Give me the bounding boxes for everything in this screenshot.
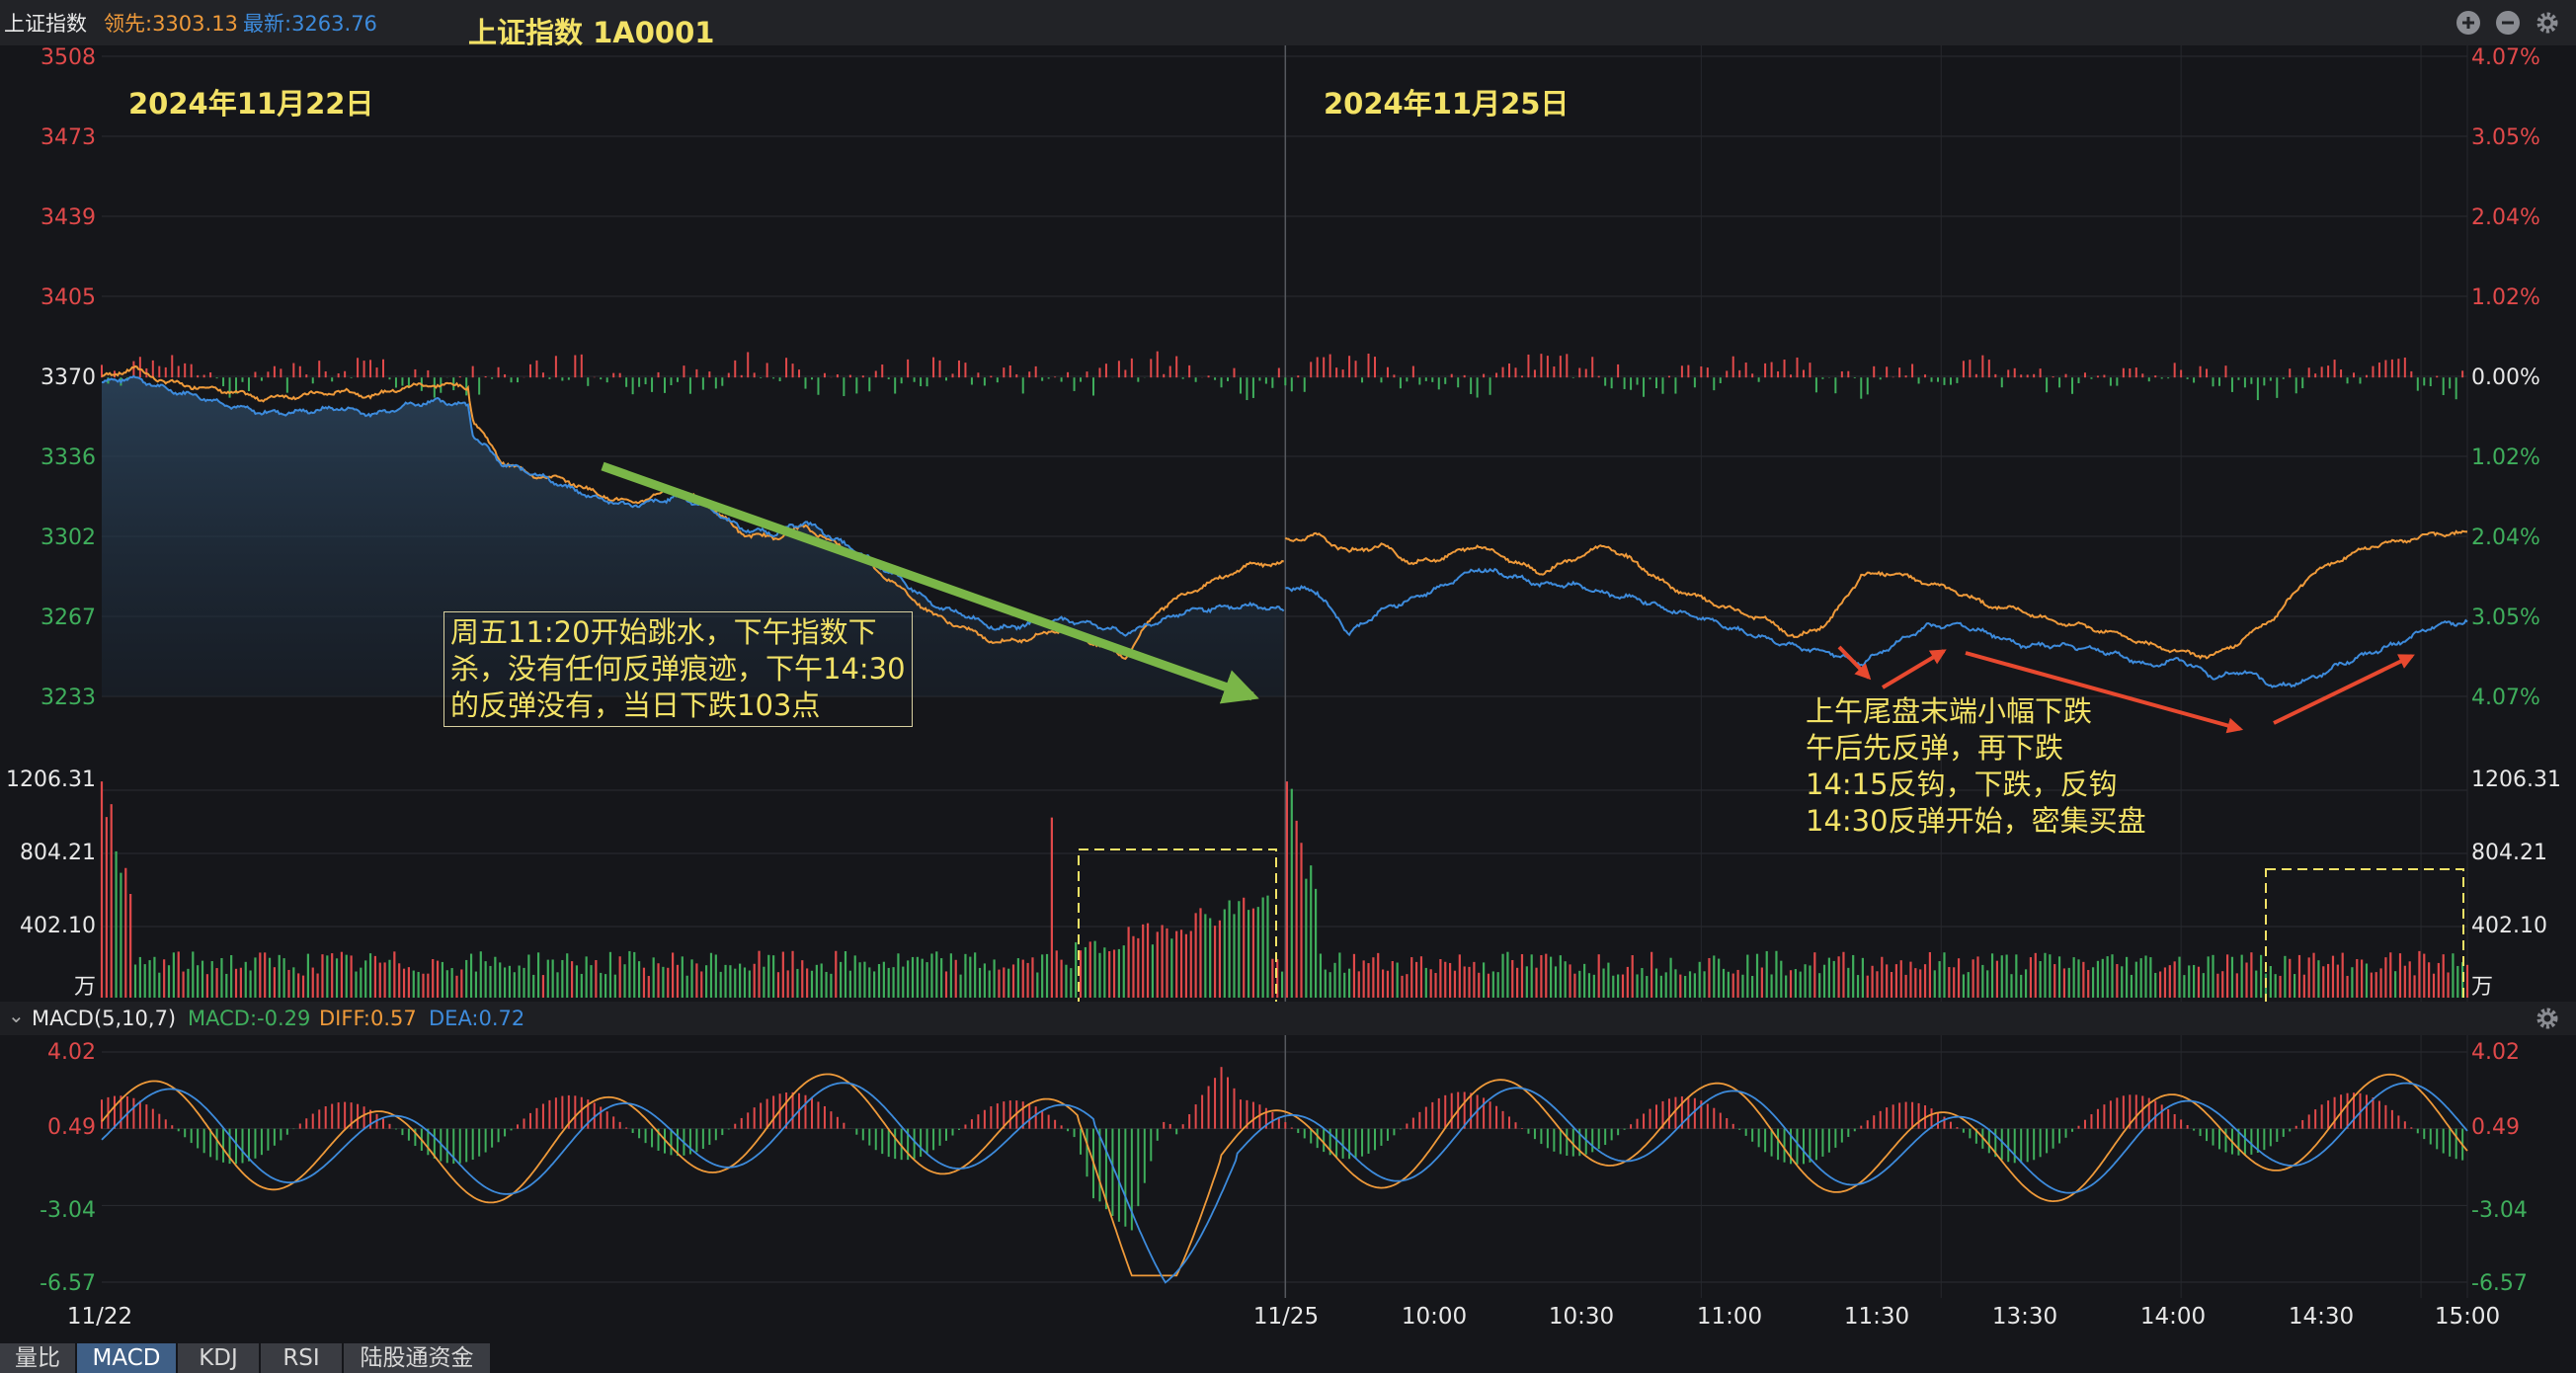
diff-line bbox=[101, 1073, 2468, 1277]
macd-header-bar: ⌄ MACD(5,10,7) MACD:-0.29 DIFF:0.57 DEA:… bbox=[0, 1002, 2576, 1035]
percent-tick-label: 3.05% bbox=[2471, 606, 2540, 630]
gear-icon[interactable] bbox=[2535, 10, 2560, 36]
macd-settings-icon[interactable] bbox=[2535, 1006, 2560, 1031]
price-tick-label: 3336 bbox=[40, 445, 96, 470]
volume-tick-label: 402.10 bbox=[20, 914, 96, 938]
time-tick-label: 11:30 bbox=[1844, 1304, 1909, 1330]
macd-indicator-name: MACD(5,10,7) bbox=[32, 1007, 177, 1030]
percent-tick-label: 1.02% bbox=[2471, 445, 2540, 470]
tab-kdj[interactable]: KDJ bbox=[178, 1343, 261, 1373]
volume-tick-label-right: 402.10 bbox=[2471, 914, 2547, 938]
date-label-left: 2024年11月22日 bbox=[128, 87, 374, 121]
volume-tick-label: 804.21 bbox=[20, 841, 96, 865]
chart-title: 上证指数 1A0001 bbox=[468, 16, 715, 49]
volume-tick-label-right: 1206.31 bbox=[2471, 767, 2561, 792]
percent-tick-label: 2.04% bbox=[2471, 205, 2540, 230]
diff-value: DIFF:0.57 bbox=[319, 1007, 417, 1030]
macd-tick-label-right: -3.04 bbox=[2471, 1198, 2528, 1223]
tab-macd[interactable]: MACD bbox=[77, 1343, 178, 1373]
macd-tick-label: -3.04 bbox=[40, 1198, 96, 1223]
collapse-icon[interactable]: ⌄ bbox=[8, 1004, 25, 1027]
price-tick-label: 3405 bbox=[40, 285, 96, 310]
dea-value: DEA:0.72 bbox=[429, 1007, 525, 1030]
price-tick-label: 3233 bbox=[40, 686, 96, 710]
highlight-box-left bbox=[1078, 848, 1277, 1024]
percent-tick-label: 0.00% bbox=[2471, 365, 2540, 390]
annotation-note-right: 上午尾盘末端小幅下跌 午后先反弹，再下跌 14:15反钩，下跌，反钩 14:30… bbox=[1806, 694, 2146, 838]
time-tick-label: 13:30 bbox=[1992, 1304, 2057, 1330]
time-tick-label: 10:30 bbox=[1549, 1304, 1614, 1330]
date-label-right: 2024年11月25日 bbox=[1324, 87, 1570, 121]
time-tick-label: 11:00 bbox=[1697, 1304, 1762, 1330]
index-name: 上证指数 bbox=[4, 12, 87, 36]
lead-line-day2 bbox=[1284, 529, 2468, 660]
red-trend-arrow bbox=[1837, 645, 1872, 681]
volume-tick-label-right: 万 bbox=[2471, 975, 2493, 1000]
percent-tick-label: 4.07% bbox=[2471, 686, 2540, 710]
red-trend-arrow bbox=[1881, 649, 1947, 689]
time-tick-label: 11/25 bbox=[1253, 1304, 1319, 1330]
percent-tick-label: 1.02% bbox=[2471, 285, 2540, 310]
price-tick-label: 3439 bbox=[40, 205, 96, 230]
time-tick-label: 11/22 bbox=[67, 1304, 132, 1330]
zoom-in-icon[interactable] bbox=[2455, 10, 2481, 36]
macd-tick-label-right: 0.49 bbox=[2471, 1115, 2520, 1140]
highlight-box-right bbox=[2265, 868, 2464, 1024]
percent-tick-label: 3.05% bbox=[2471, 125, 2540, 150]
price-area bbox=[102, 375, 1284, 696]
percent-tick-label: 4.07% bbox=[2471, 45, 2540, 70]
macd-tick-label-right: 4.02 bbox=[2471, 1040, 2520, 1065]
price-tick-label: 3508 bbox=[40, 45, 96, 70]
latest-value: 最新:3263.76 bbox=[243, 12, 377, 36]
time-tick-label: 14:00 bbox=[2140, 1304, 2206, 1330]
dea-line bbox=[101, 1082, 2468, 1284]
macd-value: MACD:-0.29 bbox=[188, 1007, 311, 1030]
green-trend-arrow bbox=[601, 461, 1259, 704]
macd-tick-label: 0.49 bbox=[47, 1115, 96, 1140]
volume-tick-label: 万 bbox=[74, 975, 96, 1000]
price-tick-label: 3267 bbox=[40, 606, 96, 630]
price-line-day2 bbox=[1285, 567, 2468, 688]
volume-tick-label-right: 804.21 bbox=[2471, 841, 2547, 865]
time-tick-label: 10:00 bbox=[1402, 1304, 1467, 1330]
annotation-note-left: 周五11:20开始跳水，下午指数下 杀，没有任何反弹痕迹，下午14:30 的反弹… bbox=[443, 611, 913, 727]
intraday-chart: 3508 3473 3439 3405 3370 3336 3302 3267 3233 4.07… bbox=[6, 45, 2561, 1330]
macd-tick-label-right: -6.57 bbox=[2471, 1271, 2528, 1296]
time-tick-label: 14:30 bbox=[2289, 1304, 2354, 1330]
zoom-out-icon[interactable] bbox=[2495, 10, 2521, 36]
macd-tick-label: -6.57 bbox=[40, 1271, 96, 1296]
price-tick-label: 3473 bbox=[40, 125, 96, 150]
red-trend-arrow bbox=[2273, 654, 2415, 725]
macd-tick-label: 4.02 bbox=[47, 1040, 96, 1065]
red-trend-arrow bbox=[1965, 651, 2244, 734]
time-tick-label: 15:00 bbox=[2435, 1304, 2500, 1330]
price-tick-label: 3302 bbox=[40, 525, 96, 550]
price-line-day1 bbox=[101, 374, 1285, 637]
price-tick-label: 3370 bbox=[40, 365, 96, 390]
lead-value: 领先:3303.13 bbox=[104, 12, 238, 36]
tab-northbound-capital[interactable]: 陆股通资金 bbox=[344, 1343, 492, 1373]
volume-tick-label: 1206.31 bbox=[6, 767, 96, 792]
percent-tick-label: 2.04% bbox=[2471, 525, 2540, 550]
tab-volume-ratio[interactable]: 量比 bbox=[0, 1343, 77, 1373]
tab-rsi[interactable]: RSI bbox=[261, 1343, 344, 1373]
index-header-bar: 上证指数 领先:3303.13 最新:3263.76 上证指数 1A0001 bbox=[0, 0, 2576, 49]
